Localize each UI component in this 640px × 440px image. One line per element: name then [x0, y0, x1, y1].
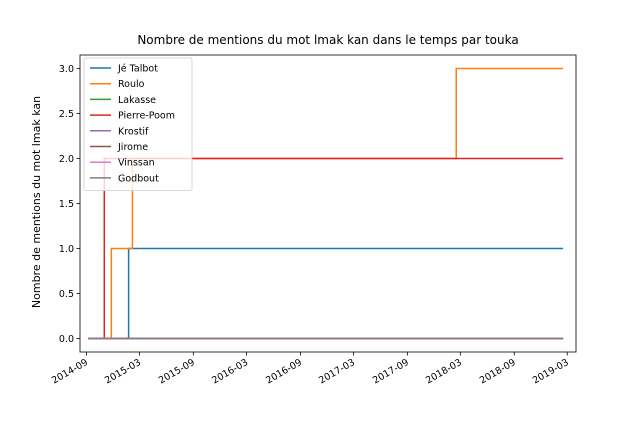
legend-label-3: Lakasse — [118, 95, 156, 106]
chart-title: Nombre de mentions du mot lmak kan dans … — [137, 33, 518, 47]
y-tick-label-6: 2.5 — [59, 109, 74, 120]
y-tick-label-5: 2.0 — [59, 154, 74, 165]
y-axis: 0.0 0.5 1.0 1.5 2.0 2.5 3.0 — [59, 64, 80, 345]
y-tick-label-3: 1.0 — [59, 244, 74, 255]
legend: Jé Talbot Roulo Lakasse Pierre-Poom Krostif J… — [83, 57, 193, 192]
legend-label-5: Krostif — [118, 126, 149, 137]
series-line-2 — [88, 67, 564, 340]
y-axis-label: Nombre de mentions du mot lmak kan — [30, 96, 43, 308]
legend-label-6: Jirome — [117, 142, 148, 153]
legend-label-2: Roulo — [118, 79, 145, 90]
y-tick-label-7: 3.0 — [59, 64, 74, 75]
y-tick-label-4: 1.5 — [59, 199, 74, 210]
y-tick-label-1: 0.0 — [59, 334, 74, 345]
y-tick-label-2: 0.5 — [59, 289, 74, 300]
legend-label-7: Vinssan — [118, 158, 155, 169]
legend-label-8: Godbout — [118, 173, 159, 184]
legend-label-4: Pierre-Poom — [118, 111, 175, 122]
legend-box — [83, 57, 193, 192]
legend-label-1: Jé Talbot — [117, 64, 158, 75]
